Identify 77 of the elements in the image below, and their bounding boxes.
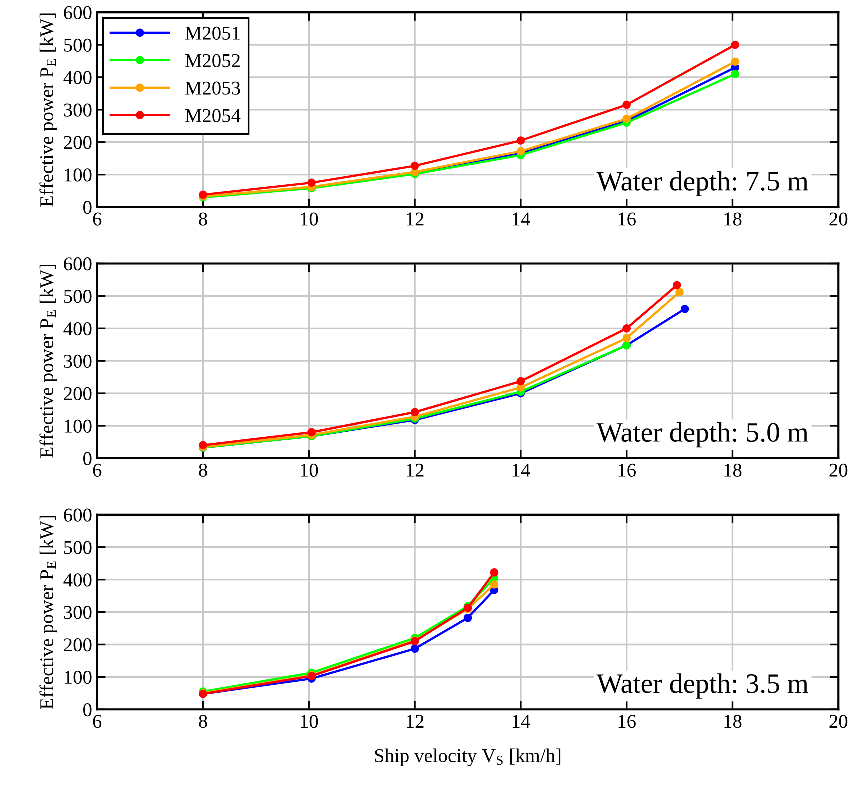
y-tick-label: 500 xyxy=(64,541,92,554)
x-tick-label: 12 xyxy=(407,464,424,477)
x-tick-label: 20 xyxy=(830,715,848,728)
point xyxy=(308,428,316,437)
point xyxy=(672,281,682,290)
y-tick-label: 0 xyxy=(84,201,92,214)
x-tick-label: 14 xyxy=(512,212,530,226)
y-tick-label: 0 xyxy=(84,452,92,466)
annotation: Water depth: 3.5 m xyxy=(596,674,809,699)
x-tick-label: 18 xyxy=(724,715,742,728)
x-tick-label: 10 xyxy=(301,464,318,478)
point xyxy=(410,408,420,417)
point xyxy=(410,644,420,654)
x-tick-label: 16 xyxy=(618,464,636,478)
x-tick-label: 14 xyxy=(512,464,530,477)
point xyxy=(731,58,740,66)
annotation: Water depth: 5.0 m xyxy=(596,422,809,448)
y-tick-label: 300 xyxy=(64,354,92,368)
y-tick-label: 300 xyxy=(64,104,92,117)
y-tick-label: 600 xyxy=(64,6,92,20)
x-tick-label: 16 xyxy=(618,715,636,728)
y-tick-label: 600 xyxy=(64,258,92,271)
y-tick-label: 100 xyxy=(65,420,92,433)
y-tick-label: 100 xyxy=(65,671,92,684)
x-tick-label: 12 xyxy=(407,715,424,728)
x-tick-label: 16 xyxy=(618,212,636,226)
point xyxy=(308,178,316,188)
y-tick-label: 200 xyxy=(64,387,92,400)
legend-label: M2054 xyxy=(185,109,241,122)
y-tick-label: 400 xyxy=(64,574,92,587)
point xyxy=(410,162,420,170)
y-axis-title: Effective power P$_{E}$ [kW] xyxy=(40,264,58,458)
point xyxy=(622,334,632,343)
point xyxy=(622,324,632,333)
y-tick-label: 600 xyxy=(64,508,92,522)
y-tick-label: 500 xyxy=(64,290,92,304)
x-tick-label: 8 xyxy=(199,715,208,728)
x-tick-label: 18 xyxy=(724,212,742,226)
y-axis-title: Effective power P$_{E}$ [kW] xyxy=(40,14,58,207)
point xyxy=(490,580,499,589)
y-tick-label: 100 xyxy=(65,168,92,182)
point xyxy=(731,70,740,78)
y-tick-label: 200 xyxy=(64,136,92,150)
x-tick-label: 8 xyxy=(199,212,208,226)
y-tick-label: 400 xyxy=(64,322,92,336)
x-tick-label: 6 xyxy=(93,464,102,478)
y-tick-label: 200 xyxy=(64,638,92,652)
x-tick-label: 14 xyxy=(512,715,530,728)
x-tick-label: 10 xyxy=(301,715,318,728)
point xyxy=(464,614,472,622)
point xyxy=(516,136,526,145)
x-tick-label: 10 xyxy=(301,212,318,226)
point xyxy=(731,40,740,50)
y-tick-label: 400 xyxy=(64,71,92,84)
x-tick-label: 6 xyxy=(93,212,102,226)
x-tick-label: 8 xyxy=(199,464,208,478)
x-tick-label: 18 xyxy=(724,464,742,478)
x-tick-label: 6 xyxy=(93,715,102,728)
x-tick-label: 20 xyxy=(830,212,848,226)
x-tick-label: 12 xyxy=(407,212,424,226)
y-tick-label: 500 xyxy=(64,38,92,52)
x-axis-title: Ship velocity V$_{S}$ [km/h] xyxy=(375,748,561,766)
y-tick-label: 300 xyxy=(64,606,92,620)
point xyxy=(622,100,632,110)
x-tick-label: 20 xyxy=(830,464,848,478)
y-axis-title: Effective power P$_{E}$ [kW] xyxy=(40,516,58,710)
point xyxy=(516,147,526,156)
point xyxy=(622,114,632,124)
point xyxy=(680,305,690,314)
annotation: Water depth: 7.5 m xyxy=(596,171,809,197)
y-tick-label: 0 xyxy=(84,703,92,717)
point xyxy=(490,568,499,577)
legend-label: M2051 xyxy=(185,26,240,40)
legend-label: M2053 xyxy=(185,82,240,95)
point xyxy=(516,377,526,386)
legend-label: M2052 xyxy=(185,54,240,68)
point xyxy=(676,288,684,296)
